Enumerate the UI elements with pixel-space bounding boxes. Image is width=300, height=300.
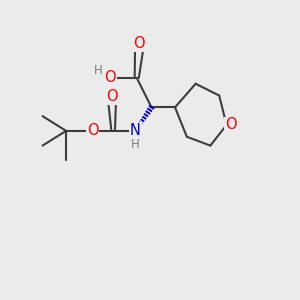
Text: O: O — [87, 123, 98, 138]
Text: O: O — [106, 89, 118, 104]
Text: O: O — [225, 118, 237, 133]
Text: N: N — [130, 123, 141, 138]
Text: H: H — [131, 138, 140, 151]
Text: H: H — [94, 64, 103, 77]
Text: O: O — [104, 70, 116, 86]
Text: O: O — [133, 37, 145, 52]
